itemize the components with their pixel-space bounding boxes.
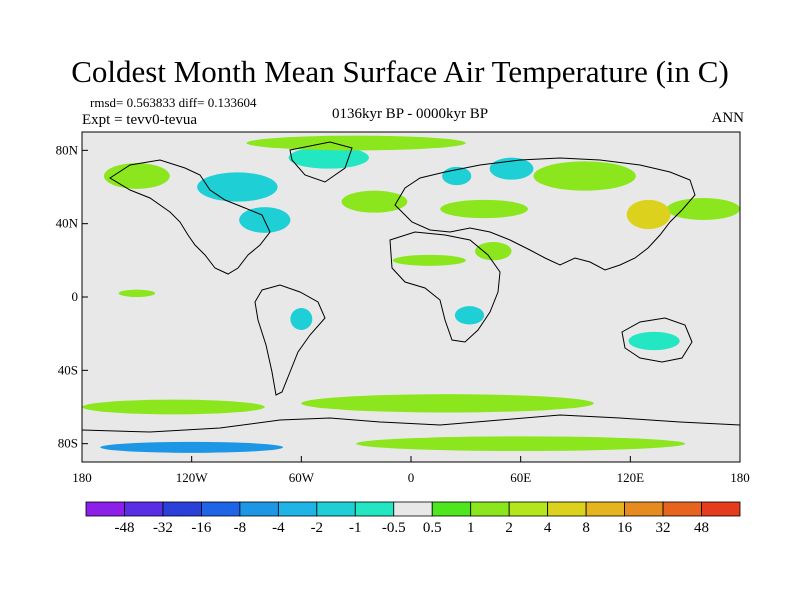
south-america-coast xyxy=(254,284,326,396)
lat-tick-label: 40S xyxy=(58,362,78,377)
legend-swatch xyxy=(85,501,125,517)
anomaly-antarctica-warm xyxy=(356,436,686,451)
legend-swatch xyxy=(239,501,279,517)
lon-tick-label: 120W xyxy=(176,470,209,485)
period-label: 0136kyr BP - 0000kyr BP xyxy=(331,106,489,122)
legend-swatch xyxy=(624,501,664,517)
lat-tick-label: 40N xyxy=(56,216,79,231)
legend-label: -48 xyxy=(114,520,134,536)
greenland-coast xyxy=(289,141,353,183)
australia-coast xyxy=(621,317,693,363)
legend-label: 32 xyxy=(656,520,671,536)
legend-label: -1 xyxy=(349,520,362,536)
anomaly-n-atlantic-warm xyxy=(341,190,408,213)
legend-swatch xyxy=(470,501,510,517)
lon-tick-label: 120E xyxy=(617,470,645,485)
legend-swatch xyxy=(201,501,241,517)
legend-label: -32 xyxy=(153,520,173,536)
legend-swatch xyxy=(431,501,472,517)
anomaly-greenland-cold xyxy=(288,146,369,169)
antarctica-coast xyxy=(82,414,740,433)
legend-label: -2 xyxy=(311,520,324,536)
anomaly-arabia-warm xyxy=(474,242,512,261)
lon-tick-label: 0 xyxy=(408,470,415,485)
anomaly-equatorial-pacific-warm xyxy=(118,289,156,298)
legend-swatch xyxy=(393,501,433,517)
legend-swatch xyxy=(547,501,587,517)
legend-swatch xyxy=(662,501,702,517)
anomaly-n-pacific-warm xyxy=(666,198,740,220)
anomaly-antarctica-cold xyxy=(100,441,284,453)
anomaly-s-america-cold xyxy=(290,308,313,330)
legend-label: 0.5 xyxy=(423,520,442,536)
lon-tick-label: 60W xyxy=(289,470,315,485)
legend-label: 16 xyxy=(617,520,633,536)
experiment-label: Expt = tevv0-tevua xyxy=(82,112,198,128)
map-title: Coldest Month Mean Surface Air Temperatu… xyxy=(71,54,729,89)
legend-swatch xyxy=(701,501,741,517)
coastlines xyxy=(82,141,740,433)
lon-tick-label: 180 xyxy=(72,470,92,485)
legend-swatch xyxy=(316,501,356,517)
africa-coast xyxy=(389,231,501,343)
legend-swatch xyxy=(354,501,395,517)
lat-tick-label: 0 xyxy=(72,289,79,304)
lon-tick-label: 180 xyxy=(730,470,750,485)
anomaly-s-ocean-warm-w xyxy=(82,399,265,415)
legend-label: -16 xyxy=(191,520,211,536)
season-label: ANN xyxy=(711,110,745,126)
legend-label: -0.5 xyxy=(382,520,406,536)
anomaly-layer xyxy=(82,135,740,453)
anomaly-nw-russia-cold xyxy=(489,157,534,180)
legend-swatch xyxy=(277,501,318,517)
rmsd-diff-label: rmsd= 0.563833 diff= 0.133604 xyxy=(90,95,257,110)
lat-tick-label: 80S xyxy=(58,436,78,451)
anomaly-australia-cold xyxy=(628,331,680,351)
anomaly-china-warm xyxy=(626,199,671,230)
anomaly-alaska-warm xyxy=(103,163,170,189)
legend-label: 2 xyxy=(505,520,513,536)
legend-swatch xyxy=(124,501,164,517)
legend-label: -8 xyxy=(234,520,247,536)
eurasia-coast xyxy=(394,157,696,271)
legend-swatch xyxy=(162,501,202,517)
anomaly-e-africa-cold xyxy=(454,306,485,325)
lat-tick-label: 80N xyxy=(56,142,79,157)
legend-label: 48 xyxy=(694,520,709,536)
lon-tick-label: 60E xyxy=(510,470,531,485)
anomaly-arctic-warm xyxy=(246,135,466,151)
anomaly-sahara-warm xyxy=(392,254,466,266)
anomaly-central-asia-warm xyxy=(440,199,528,219)
anomaly-s-ocean-warm xyxy=(301,394,594,413)
legend-label: 4 xyxy=(544,520,552,536)
anomaly-siberia-warm xyxy=(533,161,636,191)
legend-swatch xyxy=(508,501,549,517)
legend-label: 1 xyxy=(467,520,475,536)
legend-label: 8 xyxy=(582,520,590,536)
legend-swatch xyxy=(585,501,625,517)
north-america-coast xyxy=(109,159,271,275)
legend-label: -4 xyxy=(272,520,285,536)
